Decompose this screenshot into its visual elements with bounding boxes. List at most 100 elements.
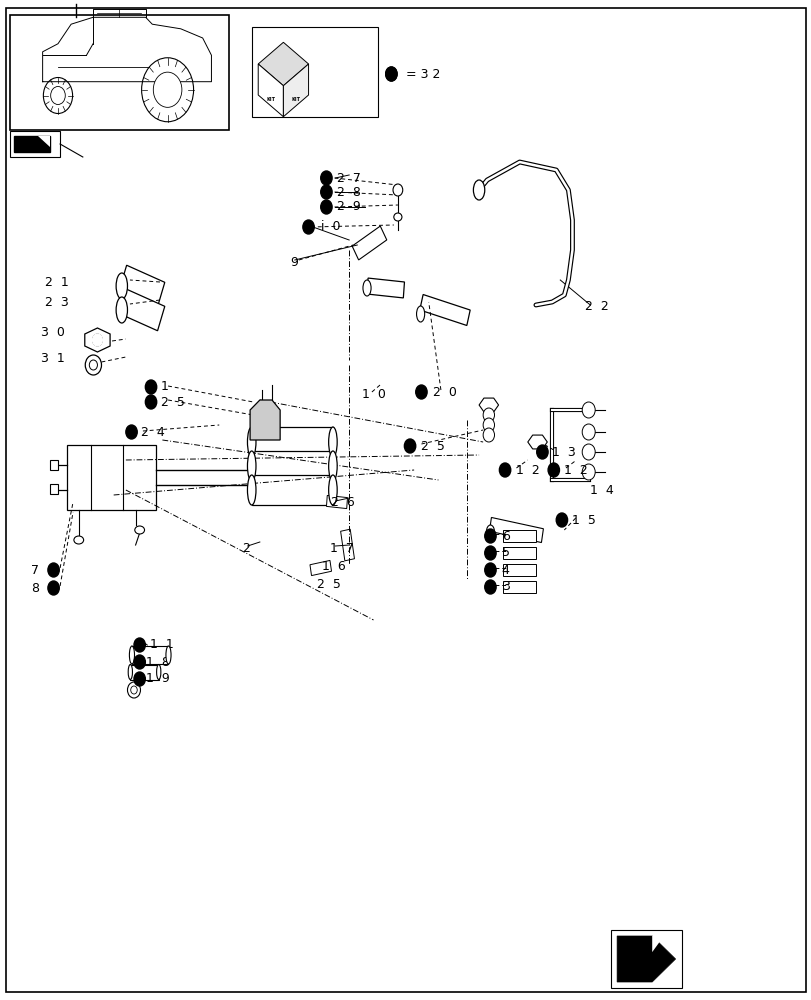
Circle shape bbox=[484, 580, 496, 594]
Text: 2: 2 bbox=[242, 542, 250, 554]
Ellipse shape bbox=[328, 451, 337, 481]
Ellipse shape bbox=[128, 664, 132, 680]
Text: 1  1: 1 1 bbox=[150, 639, 174, 652]
Circle shape bbox=[134, 655, 145, 669]
Polygon shape bbox=[119, 265, 165, 307]
Text: 1: 1 bbox=[161, 380, 169, 393]
Ellipse shape bbox=[116, 273, 127, 299]
Circle shape bbox=[92, 334, 102, 346]
Polygon shape bbox=[367, 278, 404, 298]
Circle shape bbox=[483, 418, 494, 432]
Circle shape bbox=[50, 87, 65, 104]
Circle shape bbox=[581, 402, 594, 418]
Circle shape bbox=[499, 463, 510, 477]
Polygon shape bbox=[258, 42, 308, 86]
Ellipse shape bbox=[328, 427, 337, 457]
Bar bbox=[251, 427, 333, 457]
Circle shape bbox=[556, 513, 567, 527]
Text: KIT: KIT bbox=[266, 97, 275, 102]
Ellipse shape bbox=[247, 427, 255, 457]
Bar bbox=[67, 445, 156, 510]
Polygon shape bbox=[651, 936, 663, 952]
Circle shape bbox=[43, 78, 72, 113]
Polygon shape bbox=[119, 289, 165, 331]
Text: 3  0: 3 0 bbox=[41, 326, 64, 338]
Ellipse shape bbox=[74, 536, 84, 544]
Circle shape bbox=[320, 185, 332, 199]
Polygon shape bbox=[310, 560, 331, 576]
Bar bbox=[251, 475, 333, 505]
Text: 2  7: 2 7 bbox=[337, 172, 360, 184]
Circle shape bbox=[484, 563, 496, 577]
Polygon shape bbox=[419, 295, 470, 325]
Text: 5: 5 bbox=[501, 546, 509, 560]
Circle shape bbox=[547, 463, 559, 477]
Text: KIT: KIT bbox=[291, 97, 300, 102]
Ellipse shape bbox=[157, 664, 161, 680]
Polygon shape bbox=[14, 136, 50, 152]
Circle shape bbox=[134, 638, 145, 652]
Circle shape bbox=[581, 444, 594, 460]
Ellipse shape bbox=[328, 475, 337, 505]
Polygon shape bbox=[250, 400, 280, 440]
Text: 1  5: 1 5 bbox=[572, 514, 595, 526]
Circle shape bbox=[483, 428, 494, 442]
Circle shape bbox=[404, 439, 415, 453]
Text: 2  5: 2 5 bbox=[420, 440, 444, 452]
Polygon shape bbox=[340, 529, 354, 561]
Polygon shape bbox=[258, 64, 283, 117]
Text: 1  2: 1 2 bbox=[516, 464, 539, 477]
Polygon shape bbox=[84, 328, 110, 352]
Bar bbox=[251, 451, 333, 481]
Text: 4: 4 bbox=[501, 564, 509, 576]
Polygon shape bbox=[489, 517, 543, 543]
Circle shape bbox=[126, 425, 137, 439]
Polygon shape bbox=[503, 564, 535, 576]
Circle shape bbox=[415, 385, 427, 399]
Circle shape bbox=[320, 200, 332, 214]
Text: 1  7: 1 7 bbox=[329, 542, 353, 554]
Circle shape bbox=[48, 563, 59, 577]
Circle shape bbox=[85, 355, 101, 375]
Text: 9: 9 bbox=[290, 255, 298, 268]
Text: 2  9: 2 9 bbox=[337, 200, 360, 214]
Circle shape bbox=[385, 67, 397, 81]
Circle shape bbox=[303, 220, 314, 234]
Text: 2  1: 2 1 bbox=[45, 275, 68, 288]
Text: 1  8: 1 8 bbox=[146, 656, 169, 668]
Polygon shape bbox=[503, 530, 535, 542]
Ellipse shape bbox=[416, 306, 424, 322]
Text: = 3 2: = 3 2 bbox=[406, 68, 440, 81]
Bar bbox=[131, 646, 169, 664]
Polygon shape bbox=[478, 398, 498, 412]
Circle shape bbox=[536, 445, 547, 459]
Text: 3  1: 3 1 bbox=[41, 352, 64, 364]
Polygon shape bbox=[616, 936, 675, 982]
Bar bbox=[10, 131, 60, 157]
Bar bbox=[50, 484, 58, 494]
Circle shape bbox=[581, 424, 594, 440]
Ellipse shape bbox=[116, 297, 127, 323]
Circle shape bbox=[92, 334, 102, 346]
Bar bbox=[251, 27, 377, 117]
Polygon shape bbox=[38, 136, 50, 147]
Bar bbox=[130, 664, 158, 680]
Polygon shape bbox=[283, 64, 308, 117]
Bar bbox=[50, 460, 58, 470]
Circle shape bbox=[581, 464, 594, 480]
Text: i  0: i 0 bbox=[320, 221, 340, 233]
Ellipse shape bbox=[393, 213, 401, 221]
Circle shape bbox=[483, 408, 494, 422]
Circle shape bbox=[145, 380, 157, 394]
Ellipse shape bbox=[165, 646, 171, 664]
Circle shape bbox=[89, 360, 97, 370]
Text: 1  2: 1 2 bbox=[564, 464, 587, 477]
Polygon shape bbox=[503, 547, 535, 559]
Text: 6: 6 bbox=[501, 530, 509, 542]
Circle shape bbox=[127, 682, 140, 698]
Circle shape bbox=[484, 529, 496, 543]
Text: 1  0: 1 0 bbox=[362, 388, 385, 401]
Text: 1  9: 1 9 bbox=[146, 672, 169, 686]
Text: 1  6: 1 6 bbox=[321, 560, 345, 572]
Ellipse shape bbox=[393, 184, 402, 196]
